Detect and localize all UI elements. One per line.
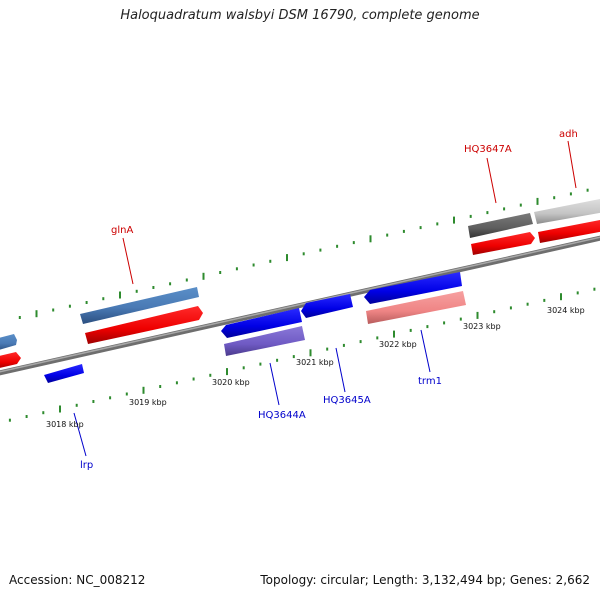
kbp-label-3024: 3024 kbp: [547, 306, 585, 315]
map-title: Haloquadratum walsbyi DSM 16790, complet…: [120, 8, 480, 23]
lower-tick-track: [8, 287, 596, 422]
feature-lrp-cds: [44, 364, 84, 383]
feature-trm1-pink: [366, 291, 466, 324]
kbp-label-3018: 3018 kbp: [46, 420, 84, 429]
lrp-leader-line: [73, 412, 87, 457]
genome-backbone: [0, 235, 600, 376]
gene-label-hq3644a[interactable]: HQ3644A: [258, 410, 306, 421]
topology-text: Topology: circular; Length: 3,132,494 bp…: [260, 573, 590, 587]
kbp-label-3019: 3019 kbp: [129, 398, 167, 407]
genome-backbone-highlight: [0, 236, 600, 373]
hq3644a-leader-line: [269, 362, 280, 406]
glna-leader-line: [122, 237, 134, 285]
feature-adh-cds: [538, 219, 600, 243]
feature-hq3644a-cds: [221, 308, 302, 338]
feature-hq3644a-purple: [224, 326, 305, 356]
feature-hq3647a-cds: [471, 232, 535, 255]
feature-adh-gray: [534, 198, 600, 224]
gene-label-adh[interactable]: adh: [559, 129, 578, 140]
kbp-label-3020: 3020 kbp: [212, 378, 250, 387]
feature-hq3645a-cds: [301, 294, 353, 318]
gene-label-glna[interactable]: glnA: [111, 225, 133, 236]
hq3645a-leader-line: [335, 347, 346, 393]
trm1-leader-line: [420, 329, 431, 373]
kbp-label-3021: 3021 kbp: [296, 358, 334, 367]
gene-label-hq3645a[interactable]: HQ3645A: [323, 395, 371, 406]
feature-red-left-edge: [0, 352, 21, 368]
kbp-label-3022: 3022 kbp: [379, 340, 417, 349]
feature-glna-cds: [85, 306, 203, 344]
feature-hq3647a-gray: [468, 213, 533, 238]
gene-label-hq3647a[interactable]: HQ3647A: [464, 144, 512, 155]
feature-glna-blue: [80, 287, 199, 324]
adh-leader-line: [567, 140, 577, 189]
gene-label-trm1[interactable]: trm1: [418, 376, 442, 387]
accession-text: Accession: NC_008212: [9, 573, 146, 587]
feature-trm1-cds: [364, 272, 462, 304]
upper-tick-track: [18, 188, 589, 319]
hq3647a-leader-line: [486, 157, 497, 204]
gene-label-lrp[interactable]: lrp: [80, 460, 93, 471]
feature-blue-left-edge: [0, 334, 17, 350]
kbp-label-3023: 3023 kbp: [463, 322, 501, 331]
